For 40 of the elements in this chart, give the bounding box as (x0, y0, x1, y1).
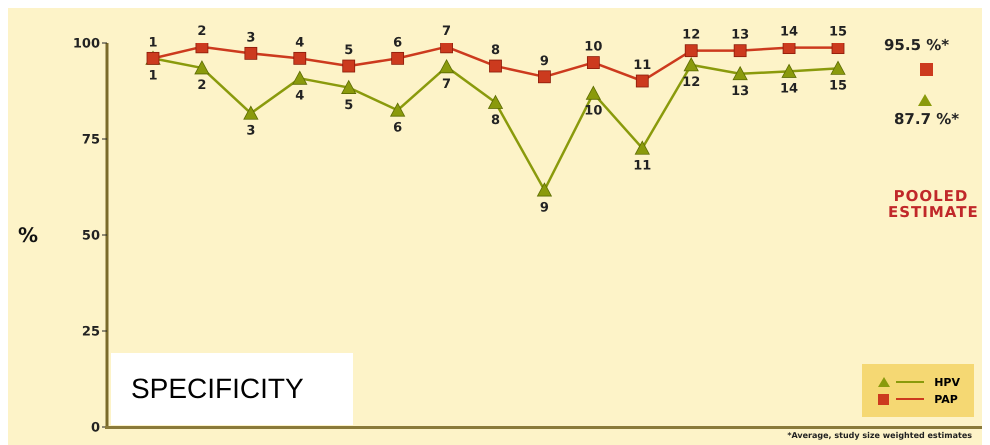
text: *Average, study size weighted estimates (787, 431, 972, 440)
category-label: 6 (393, 35, 402, 50)
y-tick-label: 75 (82, 132, 100, 148)
category-label: 7 (442, 24, 452, 39)
x-tick-label: 7 (442, 77, 452, 92)
text: SPECIFICITY (111, 353, 353, 425)
text: 95.5 %* (884, 36, 950, 54)
legend-label: PAP (934, 392, 958, 406)
category-label: 3 (246, 30, 256, 46)
x-tick-label: 6 (393, 120, 402, 136)
x-tick-label: 13 (731, 84, 750, 99)
category-label: 8 (490, 43, 500, 58)
category-label: 13 (731, 28, 750, 43)
legend-label: HPV (934, 376, 960, 388)
x-tick-label: 12 (682, 75, 700, 90)
category-label: 10 (584, 40, 602, 55)
y-tick-label: 100 (72, 36, 100, 52)
x-tick-label: 2 (197, 78, 206, 94)
x-tick-label: 8 (490, 112, 500, 128)
y-tick-label: 50 (82, 228, 100, 244)
category-label: 5 (344, 43, 354, 58)
x-tick-label: 1 (148, 68, 158, 84)
y-tick-label: 0 (90, 420, 100, 436)
y-axis-title: % (18, 223, 38, 248)
x-tick-label: 10 (584, 104, 602, 119)
category-label: 4 (295, 35, 304, 50)
category-label: 14 (780, 24, 798, 40)
x-tick-label: 5 (344, 98, 354, 113)
x-tick-label: 4 (295, 88, 304, 104)
category-label: 15 (828, 24, 848, 40)
x-tick-label: 14 (780, 82, 798, 97)
y-tick-label: 25 (82, 324, 100, 340)
text: 87.7 %* (894, 110, 960, 128)
category-label: 1 (148, 35, 158, 50)
text: POOLED ESTIMATE (888, 187, 979, 221)
category-label: 9 (540, 54, 549, 69)
category-label: 11 (633, 58, 652, 74)
category-label: 2 (197, 24, 206, 39)
category-label: 12 (682, 28, 700, 43)
x-tick-label: 15 (828, 78, 848, 94)
